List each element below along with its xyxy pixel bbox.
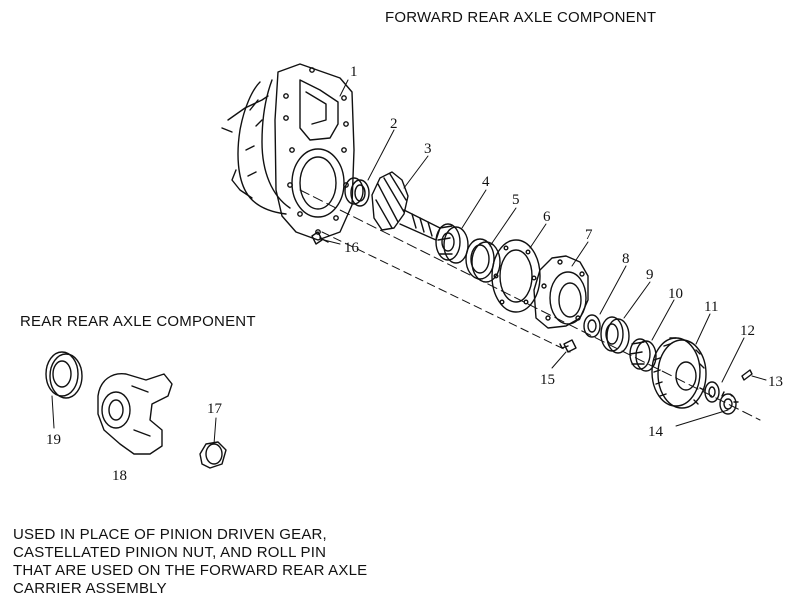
- pinion-driven-gear: [651, 337, 707, 409]
- leader-12: [721, 337, 745, 383]
- callout-12: 12: [740, 323, 755, 339]
- callout-10: 10: [668, 286, 683, 302]
- carrier-housing: [221, 63, 355, 241]
- callout-11: 11: [704, 299, 718, 315]
- bearing-cup: [465, 238, 501, 283]
- end-yoke: [97, 373, 173, 455]
- leader-3: [403, 155, 429, 189]
- note-line-4: CARRIER ASSEMBLY: [13, 580, 167, 597]
- inner-bearing-cup: [583, 314, 601, 338]
- roll-pin: [741, 369, 753, 381]
- callout-6: 6: [543, 209, 551, 225]
- callout-18: 18: [112, 468, 127, 484]
- leader-16: [323, 239, 341, 245]
- callout-5: 5: [512, 192, 520, 208]
- callout-1: 1: [350, 64, 358, 80]
- rear-axle-title: REAR REAR AXLE COMPONENT: [20, 313, 256, 330]
- leader-11: [695, 313, 711, 345]
- callout-14: 14: [648, 424, 664, 440]
- note-line-3: THAT ARE USED ON THE FORWARD REAR AXLE: [13, 562, 368, 579]
- leader-14: [675, 409, 729, 427]
- cage-cap-screw: [559, 339, 577, 353]
- callout-19: 19: [46, 432, 61, 448]
- leader-lines: [51, 79, 767, 445]
- leader-5: [489, 207, 517, 247]
- callout-4: 4: [482, 174, 490, 190]
- leader-2: [367, 129, 395, 181]
- leader-4: [461, 189, 487, 229]
- leader-10: [651, 299, 675, 341]
- callout-9: 9: [646, 267, 654, 283]
- bearing-cage: [533, 255, 589, 329]
- rear-pinion-nut: [199, 441, 227, 469]
- note-line-1: USED IN PLACE OF PINION DRIVEN GEAR,: [13, 526, 327, 543]
- leader-1: [339, 79, 349, 97]
- inner-bearing-cone: [600, 316, 630, 354]
- callout-17: 17: [207, 401, 223, 417]
- yoke-oil-seal: [45, 351, 83, 399]
- bolt-axis-line: [321, 231, 571, 353]
- castellated-pinion-nut: [719, 391, 739, 415]
- callout-15: 15: [540, 372, 555, 388]
- leader-6: [529, 223, 547, 249]
- callout-8: 8: [622, 251, 630, 267]
- leader-19: [51, 395, 55, 429]
- drive-pinion: [371, 171, 441, 241]
- callout-16: 16: [344, 240, 360, 256]
- forward-axle-title: FORWARD REAR AXLE COMPONENT: [385, 9, 657, 26]
- usage-note: USED IN PLACE OF PINION DRIVEN GEAR, CAS…: [13, 526, 433, 598]
- leader-8: [599, 265, 627, 315]
- leader-7: [571, 241, 589, 267]
- leader-13: [751, 375, 767, 381]
- roller-bearing: [629, 338, 657, 372]
- callout-13: 13: [768, 374, 783, 390]
- note-line-2: CASTELLATED PINION NUT, AND ROLL PIN: [13, 544, 327, 561]
- leader-17: [213, 417, 217, 445]
- callout-2: 2: [390, 116, 398, 132]
- callout-3: 3: [424, 141, 432, 157]
- pinion-bearing-cone: [435, 223, 469, 264]
- leader-15: [551, 351, 567, 369]
- pilot-bearing: [344, 177, 370, 207]
- leader-9: [623, 281, 651, 319]
- callout-7: 7: [585, 227, 593, 243]
- pinion-washer: [704, 381, 720, 403]
- shim-gasket: [491, 239, 541, 313]
